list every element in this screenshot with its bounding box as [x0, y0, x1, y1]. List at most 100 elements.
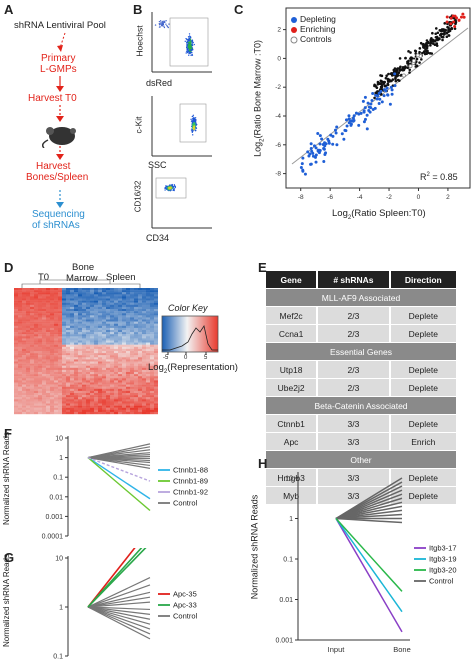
heatmap-cell [30, 409, 34, 413]
heatmap-cell [110, 407, 114, 410]
heatmap-cell [106, 348, 110, 352]
heatmap-cell [78, 348, 82, 352]
mouse-icon [42, 127, 76, 148]
heatmap-cell [154, 348, 158, 352]
heatmap-cell [94, 302, 98, 305]
heatmap-cell [26, 290, 30, 293]
heatmap-cell [142, 357, 146, 360]
heatmap-cell [62, 344, 66, 347]
heatmap-cell [74, 315, 78, 318]
heatmap-cell [66, 327, 70, 331]
x-tick-label: 2 [446, 194, 450, 201]
heatmap-cell [22, 382, 26, 385]
heatmap-cell [154, 332, 158, 335]
heatmap-cell [78, 363, 82, 366]
flow-event [191, 39, 193, 42]
heatmap-cell [94, 407, 98, 410]
heatmap-cell [50, 386, 54, 389]
heatmap-cell [66, 399, 70, 402]
heatmap-cell [106, 325, 110, 329]
heatmap-cell [114, 357, 118, 360]
heatmap-cell [134, 390, 138, 394]
heatmap-cell [54, 348, 58, 352]
scatter-point [443, 28, 446, 32]
heatmap-cell [130, 321, 134, 324]
heatmap-cell [126, 313, 130, 316]
heatmap-cell [110, 403, 114, 406]
heatmap-cell [26, 382, 30, 385]
heatmap-cell [102, 376, 106, 379]
heatmap-cell [46, 390, 50, 394]
heatmap-cell [26, 378, 30, 381]
heatmap-cell [42, 290, 46, 293]
heatmap-cell [70, 367, 74, 371]
heatmap-cell [118, 407, 122, 410]
flow-event [191, 53, 193, 56]
heatmap-cell [86, 369, 90, 373]
heatmap-cell [50, 325, 54, 329]
heatmap-cell [142, 397, 146, 400]
heatmap-cell [134, 319, 138, 322]
scatter-point [431, 42, 435, 45]
heatmap-cell [46, 288, 50, 291]
heatmap-cell [18, 390, 22, 394]
heatmap-cell [98, 409, 102, 413]
heatmap-cell [42, 403, 46, 406]
heatmap-cell [126, 372, 130, 375]
heatmap-cell [30, 302, 34, 305]
heatmap-cell [150, 382, 154, 385]
heatmap-cell [26, 403, 30, 406]
heatmap-cell [14, 367, 18, 371]
scatter-point-depleting [320, 137, 324, 141]
heatmap-cell [26, 304, 30, 308]
heatmap-cell [30, 334, 34, 337]
heatmap-cell [54, 363, 58, 366]
heatmap-cell [90, 365, 94, 368]
heatmap-cell [22, 353, 26, 356]
step-sequencing: Sequencing [32, 209, 85, 220]
scatter-point [385, 74, 388, 77]
scatter-point-depleting [367, 105, 371, 109]
heatmap-cell [94, 290, 98, 293]
heatmap-cell [102, 309, 106, 312]
heatmap-cell [54, 346, 58, 350]
heatmap-cell [66, 351, 70, 354]
heatmap-cell [130, 363, 134, 366]
heatmap-cell [122, 348, 126, 352]
ctnnb1-89-line [87, 457, 151, 512]
heatmap-cell [66, 393, 70, 396]
heatmap-cell [82, 348, 86, 352]
heatmap-cell [114, 407, 118, 410]
heatmap-cell [74, 298, 78, 301]
flow-event [193, 126, 196, 129]
flow-event [193, 118, 196, 120]
heatmap-cell [18, 292, 22, 295]
heatmap-cell [50, 390, 54, 394]
heatmap-cell [142, 325, 146, 329]
heatmap-cell [118, 330, 122, 333]
heatmap-cell [38, 374, 42, 377]
heatmap-cell [58, 302, 62, 305]
heatmap-cell [54, 369, 58, 373]
heatmap-cell [22, 361, 26, 364]
heatmap-cell [110, 365, 114, 368]
heatmap-col-spleen: Spleen [106, 272, 136, 283]
heatmap-cell [42, 327, 46, 331]
heatmap-cell [42, 332, 46, 335]
heatmap-cell [54, 338, 58, 341]
heatmap-cell [94, 319, 98, 322]
panel-a-label: A [4, 2, 14, 17]
flow-event [171, 184, 173, 186]
heatmap-cell [70, 405, 74, 408]
heatmap-cell [26, 359, 30, 362]
heatmap-cell [94, 397, 98, 400]
heatmap-cell [50, 319, 54, 322]
heatmap-cell [58, 342, 62, 345]
c-xlabel-main: Log [332, 208, 348, 219]
heatmap-cell [118, 382, 122, 385]
heatmap-cell [18, 353, 22, 356]
heatmap-cell [90, 411, 94, 415]
heatmap-cell [102, 315, 106, 318]
heatmap-cell [30, 388, 34, 392]
scatter-point-depleting [377, 101, 381, 105]
